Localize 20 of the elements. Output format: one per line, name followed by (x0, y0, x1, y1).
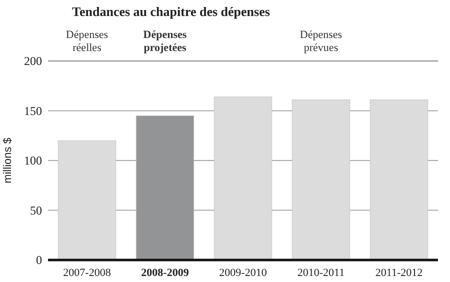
bar (58, 140, 116, 260)
y-tick-label: 200 (24, 54, 42, 68)
x-tick-label: 2008-2009 (141, 267, 190, 279)
y-tick-label: 0 (36, 253, 42, 268)
text: Dépenses réelles (66, 29, 108, 54)
bar (214, 96, 272, 260)
chart-title: Tendances au chapitre des dépenses (72, 4, 270, 19)
y-axis-title: millions $ (2, 138, 14, 184)
x-tick-label: 2010-2011 (297, 267, 345, 279)
y-tick-label: 150 (24, 104, 42, 118)
x-tick-label: 2007-2008 (63, 267, 112, 279)
text: Dépenses prévues (300, 29, 342, 54)
bar (370, 100, 428, 260)
x-tick-label: 2009-2010 (219, 267, 268, 279)
y-tick-label: 100 (24, 154, 42, 168)
bar (292, 100, 350, 260)
bar (136, 115, 194, 260)
x-tick-label: 2011-2012 (375, 267, 423, 279)
y-tick-label: 50 (30, 203, 42, 218)
text: Dépenses projetées (143, 29, 188, 54)
